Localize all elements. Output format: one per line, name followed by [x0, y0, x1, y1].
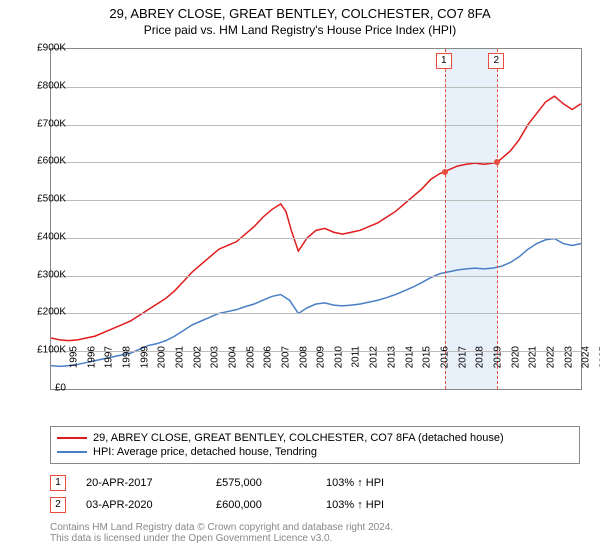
transactions-table: 1 20-APR-2017 £575,000 103% ↑ HPI 2 03-A… [50, 472, 580, 516]
footer-line: This data is licensed under the Open Gov… [50, 533, 393, 544]
footer-line: Contains HM Land Registry data © Crown c… [50, 522, 393, 533]
legend-swatch [57, 437, 87, 439]
tx-pct: 103% ↑ HPI [326, 477, 416, 489]
legend: 29, ABREY CLOSE, GREAT BENTLEY, COLCHEST… [50, 426, 580, 464]
tx-pct: 103% ↑ HPI [326, 499, 416, 511]
legend-item: HPI: Average price, detached house, Tend… [57, 445, 573, 459]
footer: Contains HM Land Registry data © Crown c… [50, 522, 393, 544]
legend-label: HPI: Average price, detached house, Tend… [93, 446, 317, 458]
table-row: 1 20-APR-2017 £575,000 103% ↑ HPI [50, 472, 580, 494]
legend-item: 29, ABREY CLOSE, GREAT BENTLEY, COLCHEST… [57, 431, 573, 445]
table-row: 2 03-APR-2020 £600,000 103% ↑ HPI [50, 494, 580, 516]
tx-price: £600,000 [216, 499, 306, 511]
tx-date: 03-APR-2020 [86, 499, 196, 511]
plot-area [50, 48, 582, 390]
chart-container: 29, ABREY CLOSE, GREAT BENTLEY, COLCHEST… [0, 0, 600, 560]
chart-title: 29, ABREY CLOSE, GREAT BENTLEY, COLCHEST… [0, 0, 600, 21]
tx-price: £575,000 [216, 477, 306, 489]
tx-marker: 2 [50, 497, 66, 513]
legend-swatch [57, 451, 87, 453]
chart-subtitle: Price paid vs. HM Land Registry's House … [0, 21, 600, 37]
tx-date: 20-APR-2017 [86, 477, 196, 489]
tx-marker: 1 [50, 475, 66, 491]
legend-label: 29, ABREY CLOSE, GREAT BENTLEY, COLCHEST… [93, 432, 504, 444]
chart-svg [51, 49, 581, 389]
